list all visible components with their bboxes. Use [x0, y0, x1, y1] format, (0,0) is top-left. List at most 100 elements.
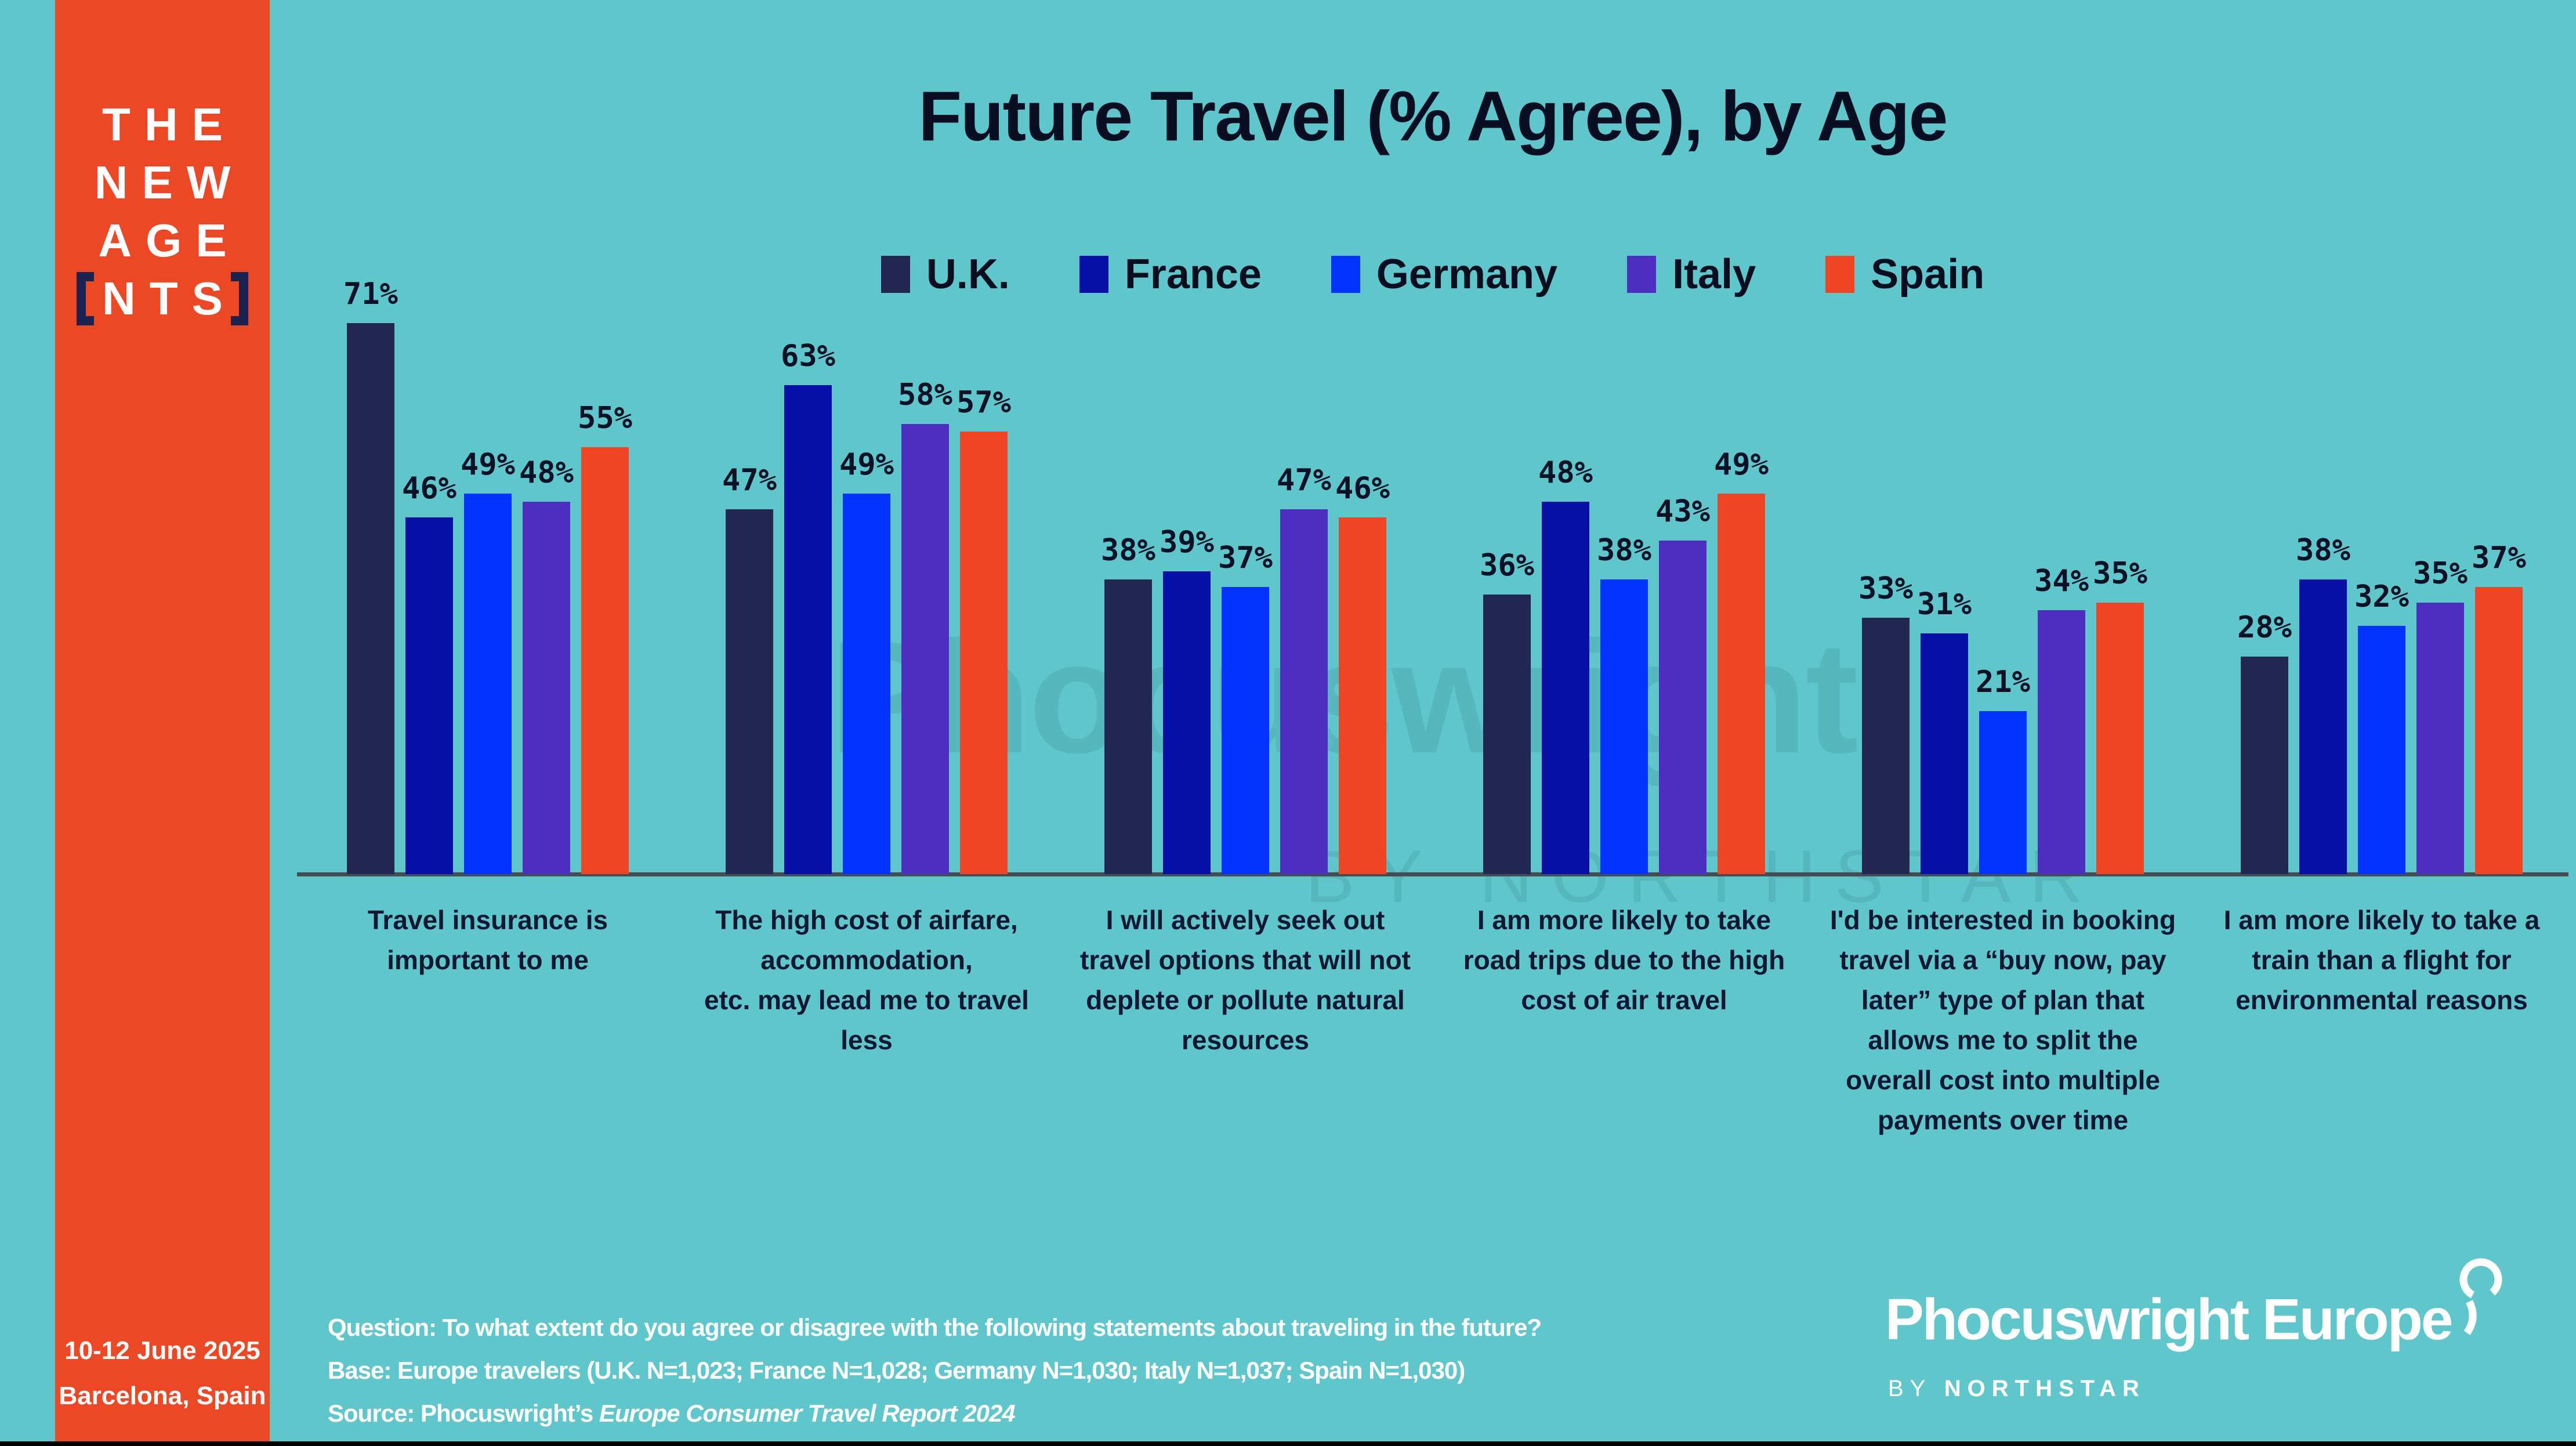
bar: [1483, 595, 1531, 874]
bar: [1542, 502, 1589, 874]
footnote: Question: To what extent do you agree or…: [328, 1306, 1542, 1435]
spain-swatch-icon: [1825, 256, 1855, 293]
legend-item-italy: Italy: [1627, 251, 1756, 298]
bar: [1862, 618, 1910, 874]
bar-value-label: 63%: [781, 339, 835, 374]
bar: [2299, 579, 2347, 874]
uk-swatch-icon: [881, 256, 910, 293]
bar-value-label: 47%: [1277, 463, 1331, 498]
bar: [960, 432, 1008, 874]
bar: [347, 323, 394, 874]
event-date: 10-12 June 2025: [64, 1336, 260, 1365]
legend-item-spain: Spain: [1825, 251, 1984, 298]
legend-item-france: France: [1079, 251, 1262, 298]
logo-line-nts: NTS: [102, 273, 237, 324]
bar: [2241, 657, 2288, 874]
footnote-base: Base: Europe travelers (U.K. N=1,023; Fr…: [328, 1357, 1465, 1384]
bar: [581, 447, 629, 874]
bar-value-label: 39%: [1160, 525, 1214, 560]
event-banner: THE NEW AGE NTS 10-12 June 2025 Barcelon…: [55, 0, 270, 1441]
bar-value-label: 31%: [1917, 587, 1972, 622]
bar-value-label: 37%: [2472, 541, 2526, 575]
category-label: Travel insurance is important to me: [367, 905, 608, 975]
bar: [405, 517, 453, 874]
bar: [1600, 579, 1648, 874]
event-location: Barcelona, Spain: [59, 1382, 266, 1410]
category-label: I am more likely to take a train than a …: [2223, 905, 2540, 1015]
chart-legend: U.K. France Germany Italy Spain: [297, 251, 2568, 298]
bar-value-label: 35%: [2093, 556, 2147, 591]
bar: [2038, 610, 2085, 874]
bar-value-label: 57%: [957, 385, 1011, 420]
logo-line-age: AGE: [98, 215, 241, 266]
bar-value-label: 47%: [722, 463, 777, 498]
bar: [1339, 517, 1386, 874]
legend-label-italy: Italy: [1672, 251, 1756, 298]
bar-value-label: 33%: [1858, 571, 1913, 606]
bar: [1659, 541, 1707, 874]
bar: [2475, 587, 2523, 874]
bar-value-label: 35%: [2413, 556, 2468, 591]
left-bracket-icon: [77, 272, 94, 325]
bar-value-label: 48%: [519, 455, 574, 490]
legend-item-germany: Germany: [1331, 251, 1557, 298]
bar-value-label: 49%: [461, 447, 515, 482]
bar-value-label: 36%: [1480, 548, 1534, 583]
bar-value-label: 71%: [343, 277, 398, 311]
bar: [464, 494, 512, 874]
bar: [843, 494, 890, 874]
by-label: BY: [1888, 1376, 1944, 1401]
northstar-label: NORTHSTAR: [1944, 1376, 2146, 1401]
bar: [2358, 626, 2405, 874]
bar-value-label: 46%: [1335, 471, 1390, 506]
bar: [1921, 633, 1968, 874]
bar-value-label: 48%: [1538, 455, 1593, 490]
bar-value-label: 37%: [1218, 541, 1273, 575]
italy-swatch-icon: [1627, 256, 1657, 293]
chart-title: Future Travel (% Agree), by Age: [918, 77, 1948, 155]
bar: [1163, 571, 1211, 874]
bar-value-label: 58%: [898, 378, 952, 412]
france-swatch-icon: [1079, 256, 1108, 293]
bottom-black-strip: [0, 1441, 2576, 1446]
bar-value-label: 28%: [2237, 610, 2292, 645]
bar-value-label: 34%: [2034, 564, 2089, 599]
phocuswright-europe-logo: Phocuswright Europe: [1885, 1258, 2502, 1353]
logo-line-the: THE: [102, 99, 237, 150]
bar: [1104, 579, 1152, 874]
bar: [523, 502, 570, 874]
right-bracket-icon: [231, 272, 248, 325]
phocuswright-europe-wordmark: Phocuswright Europe: [1885, 1287, 2453, 1352]
event-date-location: 10-12 June 2025 Barcelona, Spain: [55, 1328, 270, 1419]
legend-item-uk: U.K.: [881, 251, 1010, 298]
by-northstar-label: BY NORTHSTAR: [1888, 1376, 2146, 1402]
bar-value-label: 43%: [1655, 494, 1710, 529]
legend-label-france: France: [1124, 251, 1262, 298]
bar: [2416, 603, 2464, 874]
bar: [1718, 494, 1765, 874]
footnote-question: Question: To what extent do you agree or…: [328, 1314, 1542, 1341]
bar: [1222, 587, 1269, 874]
logo-line-new: NEW: [94, 157, 245, 208]
category-label: I will actively seek out travel options …: [1080, 905, 1411, 1055]
bar-value-label: 46%: [402, 471, 456, 506]
x-axis-line: [297, 872, 2568, 876]
bar: [726, 509, 773, 874]
balloon-icon: [2451, 1256, 2506, 1346]
footnote-source-title: Europe Consumer Travel Report 2024: [599, 1400, 1016, 1427]
bar-value-label: 38%: [2296, 533, 2350, 568]
legend-label-spain: Spain: [1871, 251, 1985, 298]
bar-value-label: 55%: [578, 401, 632, 436]
legend-label-germany: Germany: [1376, 251, 1558, 298]
bar: [1280, 509, 1328, 874]
bar-value-label: 49%: [839, 447, 894, 482]
bar: [901, 424, 949, 874]
bar: [784, 385, 832, 874]
bar: [1979, 711, 2027, 874]
bar-value-label: 32%: [2354, 579, 2409, 614]
bar-value-label: 49%: [1714, 447, 1769, 482]
legend-label-uk: U.K.: [926, 251, 1010, 298]
category-label: I'd be interested in booking travel via …: [1829, 905, 2176, 1135]
bar: [2096, 603, 2144, 874]
